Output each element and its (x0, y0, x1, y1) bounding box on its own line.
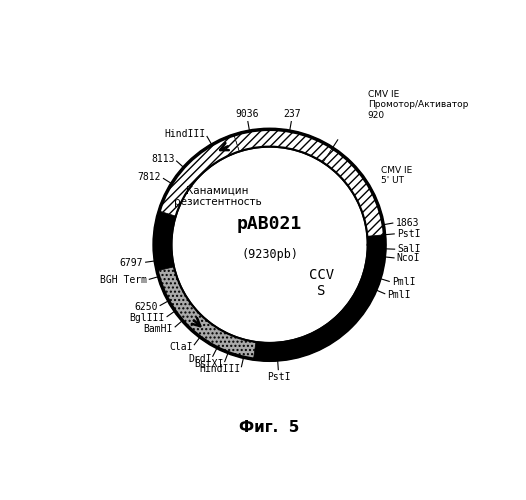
Text: PmlI: PmlI (387, 290, 411, 300)
Text: BglIII: BglIII (129, 313, 165, 323)
Text: 8113: 8113 (151, 154, 175, 164)
Text: pAB021: pAB021 (237, 214, 302, 232)
Text: Фиг.  5: Фиг. 5 (239, 420, 300, 435)
Polygon shape (157, 267, 256, 359)
Text: HindIII: HindIII (200, 364, 241, 374)
Text: PstI: PstI (397, 228, 420, 238)
Polygon shape (234, 130, 332, 162)
Text: 6797: 6797 (119, 258, 143, 268)
Text: DrdI: DrdI (188, 354, 211, 364)
Text: CCV
S: CCV S (309, 268, 334, 298)
Polygon shape (154, 130, 385, 360)
Text: 9036: 9036 (236, 109, 259, 119)
Text: (9230pb): (9230pb) (241, 248, 298, 261)
Text: 7812: 7812 (138, 172, 161, 182)
Text: HindIII: HindIII (165, 129, 206, 139)
Text: ClaI: ClaI (169, 342, 193, 352)
Text: 237: 237 (283, 109, 300, 119)
Text: CMV IE
Промотор/Активатор
920: CMV IE Промотор/Активатор 920 (368, 90, 468, 120)
Text: PmlI: PmlI (392, 277, 416, 287)
Polygon shape (159, 135, 239, 216)
Text: CMV IE
5' UT: CMV IE 5' UT (381, 166, 412, 185)
Text: SalI: SalI (397, 244, 421, 254)
Text: NcoI: NcoI (397, 253, 420, 263)
Text: BamHI: BamHI (144, 324, 173, 334)
Text: BGH Term: BGH Term (100, 275, 147, 285)
Polygon shape (323, 148, 385, 236)
Text: 1863: 1863 (396, 218, 419, 228)
Text: PstI: PstI (267, 372, 290, 382)
Text: BstXI: BstXI (195, 359, 224, 369)
Text: Канамицин
резистентность: Канамицин резистентность (174, 186, 261, 208)
Text: 6250: 6250 (134, 302, 158, 312)
